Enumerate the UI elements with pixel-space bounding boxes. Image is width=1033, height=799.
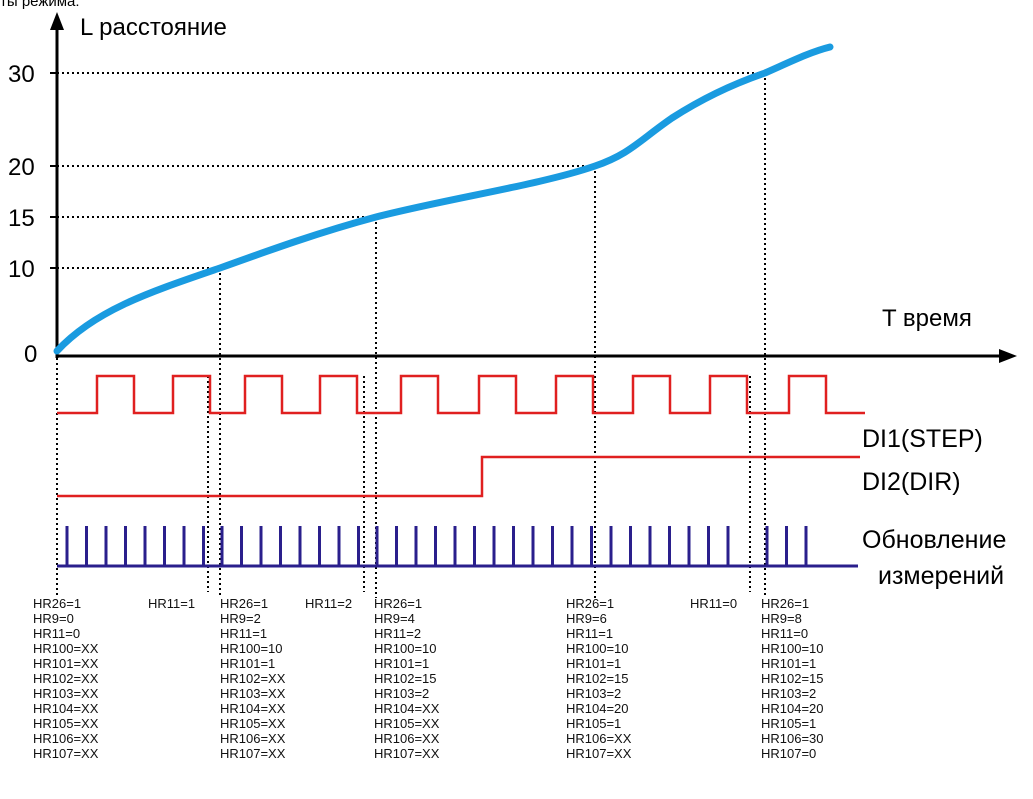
register-column: HR26=1 HR9=6 HR11=1 HR100=10 HR101=1 HR1…: [566, 596, 631, 761]
x-axis-arrow-icon: [999, 349, 1017, 363]
hr11-marker: HR11=0: [690, 596, 738, 611]
register-value: HR104=XX: [374, 701, 440, 716]
register-value: HR102=XX: [33, 671, 99, 686]
register-value: HR107=XX: [566, 746, 632, 761]
hr11-marker: HR11=2: [305, 596, 353, 611]
register-value: HR107=0: [761, 746, 817, 761]
register-value: HR105=XX: [374, 716, 440, 731]
register-value: HR101=1: [566, 656, 622, 671]
register-value: HR9=6: [566, 611, 607, 626]
register-value: HR106=XX: [566, 731, 632, 746]
dir-signal-wave: [57, 455, 860, 498]
register-value: HR107=XX: [33, 746, 99, 761]
y-axis-arrow-icon: [50, 12, 64, 30]
register-value: HR102=15: [761, 671, 824, 686]
step-signal-wave: [57, 374, 865, 415]
step-signal-label: DI1(STEP): [862, 425, 983, 453]
register-value: HR103=2: [566, 686, 622, 701]
register-value: HR104=XX: [220, 701, 286, 716]
x-axis-title: T время: [882, 305, 972, 332]
register-value: HR105=1: [761, 716, 817, 731]
register-value: HR106=XX: [33, 731, 99, 746]
register-value: HR103=2: [374, 686, 430, 701]
vertical-guides: [56, 73, 766, 598]
y-tick-label-0: 0: [24, 341, 37, 368]
axes: [50, 12, 1017, 363]
y-tick-label-10: 10: [8, 256, 35, 283]
register-value: HR9=8: [761, 611, 802, 626]
horizontal-guides: [57, 72, 765, 269]
register-value: HR26=1: [220, 596, 269, 611]
register-value: HR11=0: [761, 626, 809, 641]
register-column: HR26=1 HR9=0 HR11=0 HR100=XX HR101=XX HR…: [33, 596, 98, 761]
register-value: HR101=1: [374, 656, 430, 671]
register-value: HR103=XX: [33, 686, 99, 701]
register-value: HR103=2: [761, 686, 817, 701]
y-tick-label-15: 15: [8, 205, 35, 232]
register-value: HR11=0: [33, 626, 81, 641]
register-value: HR107=XX: [220, 746, 286, 761]
register-value: HR11=1: [220, 626, 268, 641]
update-pulses: [65, 526, 808, 566]
register-value: HR11=2: [374, 626, 422, 641]
y-axis-title: L расстояние: [80, 14, 227, 41]
update-signal-label-line2: измерений: [878, 562, 1004, 590]
register-value: HR9=2: [220, 611, 261, 626]
distance-curve: [53, 43, 834, 355]
register-value: HR104=20: [761, 701, 824, 716]
register-value: HR101=1: [761, 656, 817, 671]
register-value: HR100=10: [761, 641, 824, 656]
register-value: HR105=XX: [220, 716, 286, 731]
register-value: HR106=XX: [374, 731, 440, 746]
register-column: HR26=1 HR9=8 HR11=0 HR100=10 HR101=1 HR1…: [761, 596, 824, 761]
register-value: HR100=10: [566, 641, 629, 656]
register-column: HR26=1 HR9=4 HR11=2 HR100=10 HR101=1 HR1…: [374, 596, 439, 761]
register-value: HR105=1: [566, 716, 622, 731]
y-tick-label-30: 30: [8, 61, 35, 88]
register-value: HR104=20: [566, 701, 629, 716]
register-value: HR104=XX: [33, 701, 99, 716]
register-value: HR101=1: [220, 656, 276, 671]
dir-signal-label: DI2(DIR): [862, 468, 961, 496]
y-tick-label-20: 20: [8, 154, 35, 181]
register-value: HR103=XX: [220, 686, 286, 701]
register-value: HR11=1: [566, 626, 614, 641]
register-value: HR102=XX: [220, 671, 286, 686]
caption-fragment: ты режима:: [0, 0, 80, 10]
register-value: HR101=XX: [33, 656, 99, 671]
register-value: HR106=30: [761, 731, 824, 746]
hr11-marker: HR11=1: [148, 596, 196, 611]
update-signal-label-line1: Обновление: [862, 526, 1006, 554]
register-value: HR26=1: [566, 596, 615, 611]
register-value: HR9=0: [33, 611, 74, 626]
register-value: HR100=10: [374, 641, 437, 656]
register-value: HR26=1: [374, 596, 423, 611]
register-value: HR105=XX: [33, 716, 99, 731]
register-value: HR26=1: [761, 596, 810, 611]
register-value: HR102=15: [374, 671, 437, 686]
register-value: HR100=10: [220, 641, 283, 656]
register-value: HR100=XX: [33, 641, 99, 656]
register-value: HR106=XX: [220, 731, 286, 746]
register-value: HR9=4: [374, 611, 415, 626]
register-value: HR107=XX: [374, 746, 440, 761]
register-value: HR26=1: [33, 596, 82, 611]
register-value: HR102=15: [566, 671, 629, 686]
register-column: HR26=1 HR9=2 HR11=1 HR100=10 HR101=1 HR1…: [220, 596, 285, 761]
